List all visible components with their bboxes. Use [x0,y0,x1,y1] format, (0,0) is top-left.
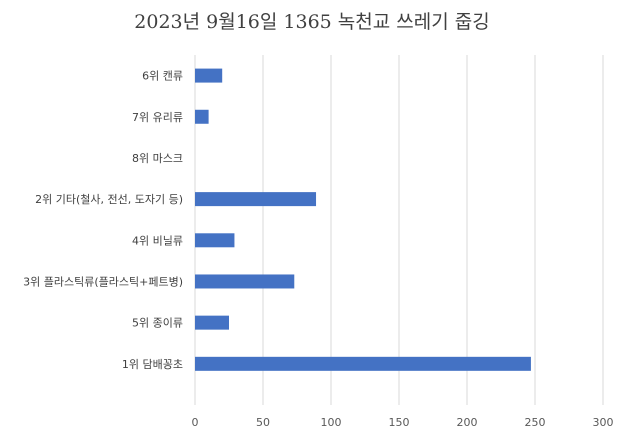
gridlines [194,55,604,405]
category-label-3: 2위 기타(철사, 전선, 도자기 등) [35,193,183,206]
x-tick-label-1: 50 [256,416,270,429]
bar-4 [195,233,235,248]
x-tick-label-0: 0 [192,416,199,429]
bar-0 [195,68,223,83]
category-label-2: 8위 마스크 [132,152,183,165]
category-label-4: 4위 비닐류 [132,234,183,247]
bar-1 [195,109,209,124]
x-tick-label-4: 200 [457,416,478,429]
x-tick-label-5: 250 [525,416,546,429]
category-label-7: 1위 담배꽁초 [122,358,183,371]
bars [195,68,531,371]
x-tick-label-3: 150 [389,416,410,429]
bar-3 [195,192,317,207]
x-tick-label-6: 300 [593,416,614,429]
bar-5 [195,274,295,289]
category-label-0: 6위 캔류 [142,70,183,83]
category-label-6: 5위 종이류 [132,317,183,330]
x-axis-tick-labels: 0 50 100 150 200 250 300 [192,416,614,429]
bar-6 [195,315,229,330]
category-label-5: 3위 플라스틱류(플라스틱+페트병) [23,275,183,288]
x-tick-label-2: 100 [321,416,342,429]
bar-7 [195,356,531,371]
category-label-1: 7위 유리류 [132,111,183,124]
chart-title: 2023년 9월16일 1365 녹천교 쓰레기 줍깅 [134,11,489,33]
category-labels: 6위 캔류 7위 유리류 8위 마스크 2위 기타(철사, 전선, 도자기 등) 4위 … [23,70,183,371]
